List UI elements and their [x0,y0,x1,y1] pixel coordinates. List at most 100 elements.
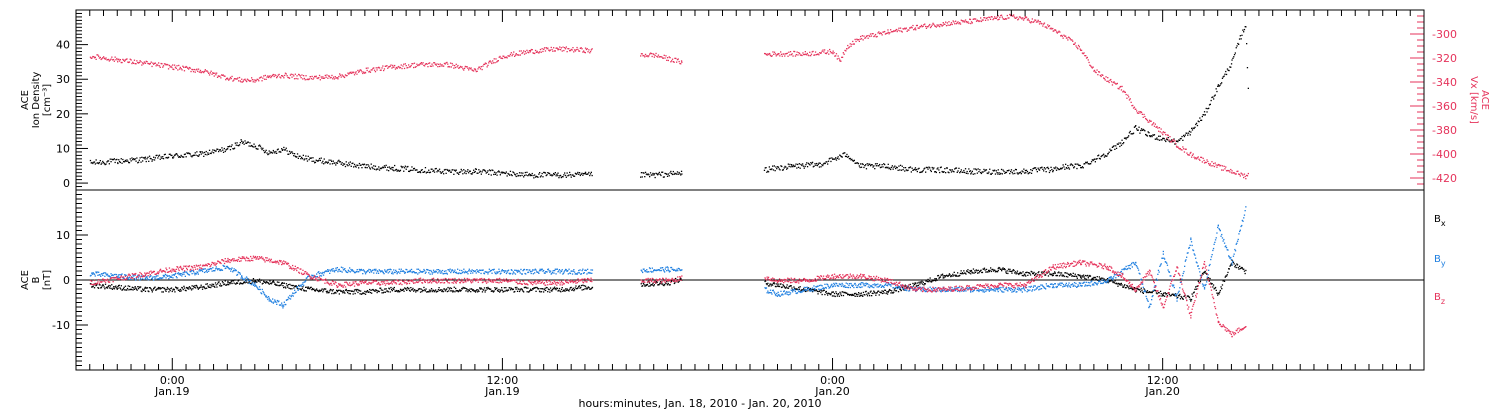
by-series-point [257,288,259,290]
bx-series-point [116,288,118,290]
vx-series-point [394,64,396,67]
by-series-point [303,281,305,283]
bx-series-point [956,275,958,277]
ion-density-series-point [183,156,185,158]
by-series-point [267,298,269,301]
bx-series-point [827,294,829,296]
vx-series-point [1011,15,1013,17]
by-series-point [108,275,110,277]
by-series-point [153,276,155,278]
ion-density-series-point [326,162,329,164]
ion-density-series-point [1143,129,1145,131]
vx-series-point [428,62,430,65]
ion-density-series-point [578,172,581,174]
ion-density-series-point [1191,127,1193,129]
bx-series-point [339,289,341,291]
bx-series-point [218,281,220,283]
vx-series-point [96,54,98,56]
ion-density-series-point [809,164,811,166]
by-series-point [667,267,669,269]
bx-series-point [230,281,232,284]
vx-series-point [892,30,894,33]
ion-density-series-point [1120,144,1123,146]
by-series-point [571,273,574,275]
ion-density-series-point [1093,158,1096,160]
by-series-point [256,286,258,288]
by-series-point [441,272,443,274]
bx-series-point [1034,274,1036,276]
vx-series-point [554,50,556,52]
vx-series-point [314,76,317,78]
ion-density-series-point [551,175,553,177]
bx-series-point [851,294,853,297]
bx-series-point [411,289,413,291]
by-series-point [366,271,368,273]
by-series-point [532,273,534,275]
vx-series-point [299,75,301,77]
bx-series-point [243,281,245,284]
bx-series-point [520,288,522,290]
bx-series-point [879,291,881,293]
ion-density-series-point [114,161,116,164]
ion-density-series-point [820,166,822,168]
vx-series-point [1025,16,1028,18]
bx-series-point [525,287,528,289]
vx-series-point [225,77,228,80]
bx-series-point [955,275,957,277]
bx-series-point [270,283,272,285]
bx-series-point [1067,276,1069,278]
ion-density-series-point [261,148,263,151]
bx-series-point [1163,292,1165,294]
vx-series-point [337,78,339,80]
vx-series-point [405,65,407,67]
bx-series-point [640,283,642,285]
vx-series-point [862,39,864,41]
by-series-point [222,264,224,267]
ion-density-series-point [814,163,816,165]
vx-series-point [788,51,790,53]
by-series-point [453,271,455,273]
bx-series-point [772,284,774,286]
vx-series-point [1123,91,1126,93]
vx-series-point [215,74,217,76]
ion-density-series-point [970,173,972,175]
bx-series-point [1034,273,1036,275]
ion-density-series-point [1212,96,1214,98]
vx-series-point [1163,131,1165,134]
vx-series-point [849,43,851,45]
vx-series-point [869,33,872,35]
vx-series-point [1128,96,1130,98]
bx-series-point [475,290,477,292]
vx-series-point [314,75,316,78]
vx-series-point [343,76,345,78]
bx-series-point [948,273,951,275]
bx-series-point [334,291,336,294]
bx-series-point [1155,290,1157,292]
by-series-point [664,271,666,273]
bx-series-point [516,286,518,289]
by-series-point [377,272,380,274]
vx-series-point [1073,43,1076,45]
by-series-point [415,272,417,274]
vx-series-point [1014,17,1016,19]
vx-series-point [153,62,156,65]
bx-series-point [828,292,830,295]
vx-series-point [170,65,172,67]
ion-density-series-point [646,174,648,176]
ion-density-series-point [553,173,556,176]
bx-series-point [98,284,100,286]
vx-series-point [329,77,331,79]
ion-density-series-point [818,166,821,168]
by-series-point [582,272,585,274]
ion-density-series-point [580,173,582,175]
bx-series-point [262,282,264,284]
ion-density-series-point [1140,129,1142,132]
bx-series-point [136,289,138,291]
ion-density-series-point [460,168,462,171]
ion-density-series-point [1125,138,1127,140]
bx-series-point [396,290,398,292]
vx-series-point [394,68,397,70]
vx-series-point [356,73,358,75]
ion-density-series-point [491,169,493,171]
vx-series-point [656,55,658,58]
